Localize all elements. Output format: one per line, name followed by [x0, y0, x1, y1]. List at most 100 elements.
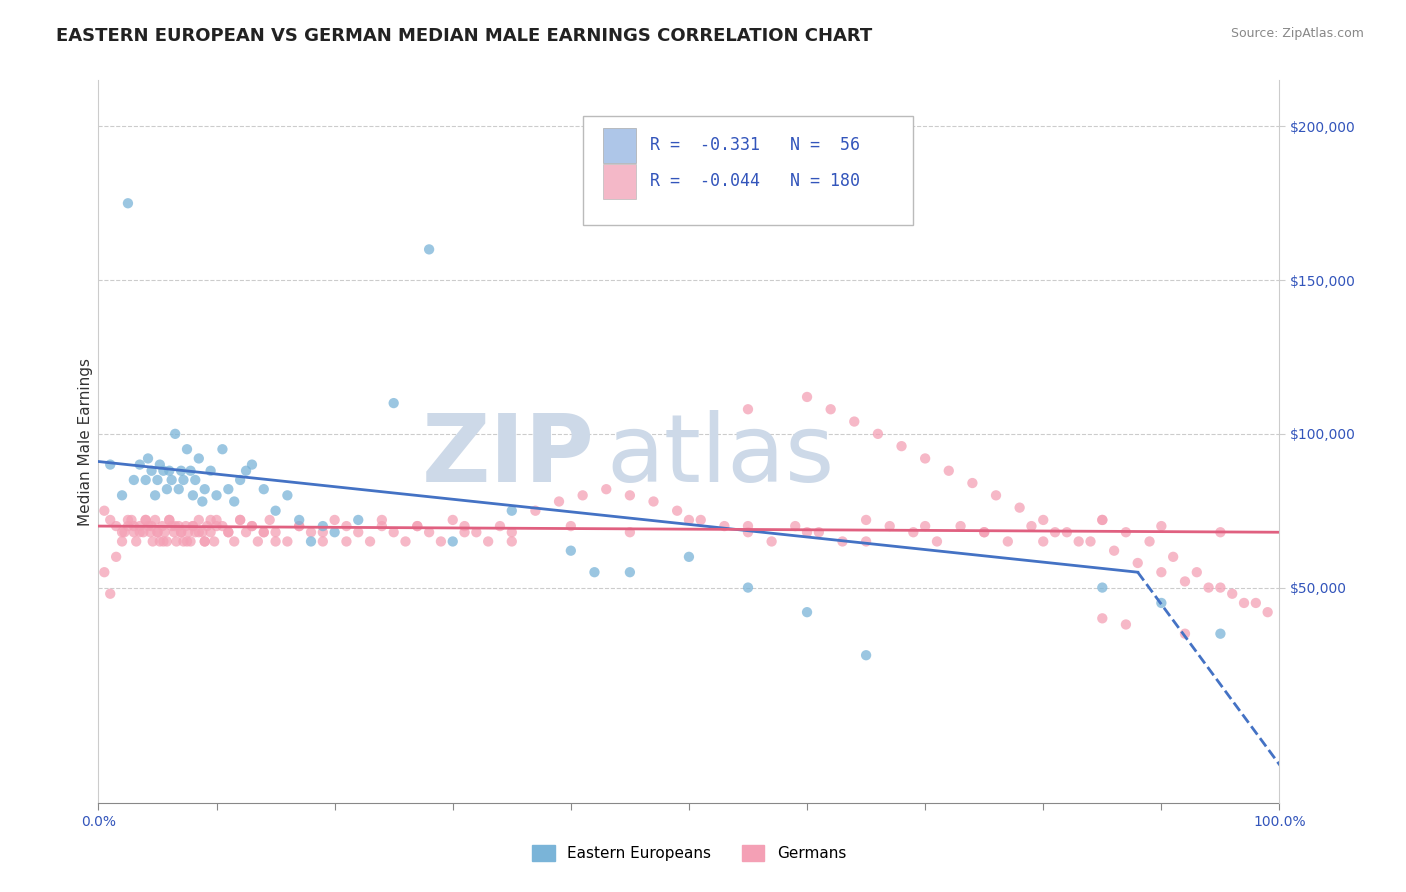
Point — [335, 534, 357, 549]
Point — [139, 525, 162, 540]
Point — [157, 513, 180, 527]
Point — [619, 488, 641, 502]
Point — [299, 525, 322, 540]
Point — [984, 488, 1007, 502]
Point — [855, 534, 877, 549]
Point — [200, 513, 222, 527]
Point — [1091, 513, 1114, 527]
Point — [1067, 534, 1090, 549]
Point — [253, 525, 276, 540]
Point — [112, 525, 135, 540]
Y-axis label: Median Male Earnings: Median Male Earnings — [77, 358, 93, 525]
Point — [141, 519, 163, 533]
Point — [111, 488, 134, 502]
Point — [180, 534, 202, 549]
Point — [1150, 596, 1173, 610]
Point — [122, 473, 145, 487]
Point — [925, 534, 948, 549]
Point — [240, 519, 263, 533]
Point — [264, 504, 287, 518]
Point — [689, 513, 711, 527]
Point — [181, 519, 204, 533]
Point — [489, 519, 512, 533]
Point — [1209, 581, 1232, 595]
Point — [737, 581, 759, 595]
Point — [785, 519, 807, 533]
Point — [1115, 525, 1137, 540]
Point — [1174, 626, 1197, 640]
Point — [135, 513, 157, 527]
Point — [205, 513, 228, 527]
Point — [973, 525, 995, 540]
Point — [167, 482, 190, 496]
Point — [153, 525, 176, 540]
Point — [165, 519, 187, 533]
Point — [323, 525, 346, 540]
Point — [122, 525, 145, 540]
Point — [128, 525, 150, 540]
Point — [796, 390, 818, 404]
Point — [453, 519, 475, 533]
Point — [560, 543, 582, 558]
Point — [205, 519, 228, 533]
Point — [253, 482, 276, 496]
Point — [1161, 549, 1184, 564]
Point — [997, 534, 1019, 549]
Point — [524, 504, 547, 518]
Point — [441, 534, 464, 549]
Point — [172, 534, 194, 549]
Text: ZIP: ZIP — [422, 410, 595, 502]
Point — [371, 519, 394, 533]
Point — [831, 534, 853, 549]
Point — [128, 458, 150, 472]
Point — [191, 494, 214, 508]
Point — [117, 519, 139, 533]
Point — [1244, 596, 1267, 610]
Point — [678, 549, 700, 564]
Point — [259, 513, 281, 527]
Point — [347, 525, 370, 540]
Point — [217, 525, 239, 540]
Point — [737, 525, 759, 540]
Point — [1150, 519, 1173, 533]
Point — [1043, 525, 1066, 540]
Point — [501, 525, 523, 540]
Point — [1091, 581, 1114, 595]
Point — [1257, 605, 1279, 619]
Point — [240, 458, 263, 472]
Point — [855, 513, 877, 527]
Point — [157, 513, 180, 527]
Point — [200, 464, 222, 478]
Point — [165, 426, 187, 441]
Point — [807, 525, 830, 540]
Point — [1126, 556, 1149, 570]
Point — [382, 525, 405, 540]
Point — [560, 519, 582, 533]
Point — [347, 513, 370, 527]
Point — [211, 519, 233, 533]
Point — [914, 451, 936, 466]
Point — [323, 513, 346, 527]
Point — [501, 504, 523, 518]
Point — [465, 525, 488, 540]
Point — [1198, 581, 1220, 595]
Point — [1008, 500, 1031, 515]
Point — [879, 519, 901, 533]
Point — [98, 513, 121, 527]
Point — [149, 458, 172, 472]
Point — [135, 473, 157, 487]
Point — [128, 519, 150, 533]
Point — [194, 534, 217, 549]
Point — [276, 534, 298, 549]
Point — [1220, 587, 1243, 601]
Point — [181, 488, 204, 502]
Point — [152, 464, 174, 478]
Point — [501, 534, 523, 549]
Point — [866, 426, 889, 441]
Point — [98, 458, 121, 472]
Point — [111, 525, 134, 540]
Point — [146, 473, 169, 487]
Point — [394, 534, 416, 549]
Point — [643, 494, 665, 508]
Point — [194, 482, 217, 496]
